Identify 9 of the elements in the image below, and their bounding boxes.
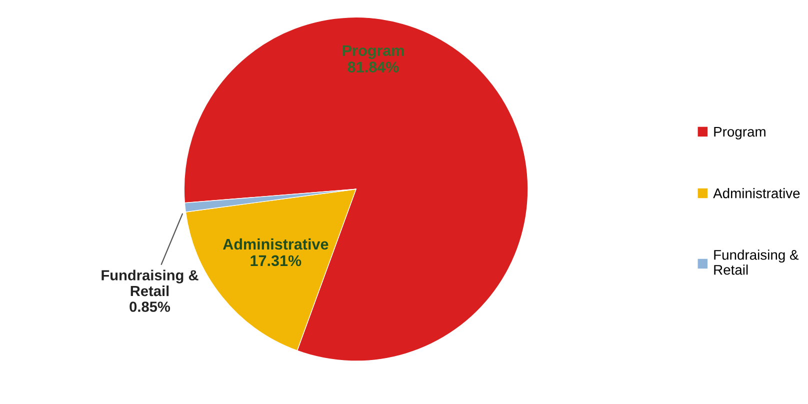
legend-label: Administrative bbox=[713, 188, 800, 198]
slice-label: Administrative bbox=[222, 238, 328, 250]
data-label: 0.85% bbox=[130, 302, 170, 312]
slice-label: Fundraising & Retail bbox=[102, 270, 198, 296]
legend-label: Fundraising & Retail bbox=[714, 250, 799, 275]
data-label: 81.84% bbox=[348, 62, 399, 72]
legend-label: Program bbox=[714, 127, 766, 140]
slice-label: Program bbox=[342, 45, 404, 60]
data-label: 17.31% bbox=[250, 255, 302, 266]
